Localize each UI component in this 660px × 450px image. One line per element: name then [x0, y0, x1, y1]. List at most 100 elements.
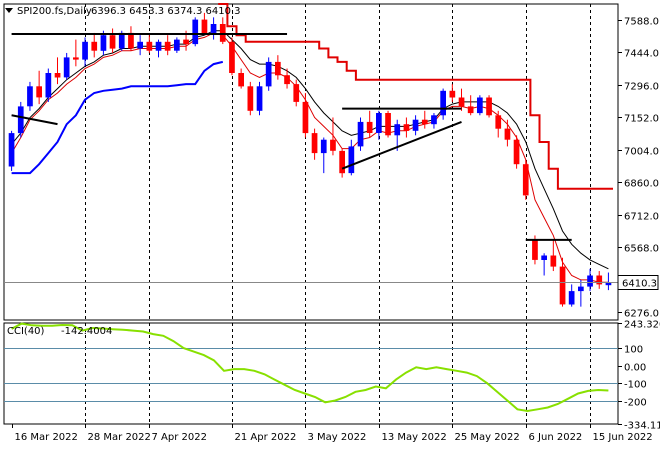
candle-body — [91, 41, 98, 51]
slow-ma-line — [11, 30, 609, 270]
candle-body — [320, 139, 327, 154]
candlesticks — [8, 12, 612, 307]
candle-body — [183, 39, 189, 45]
candle-body — [311, 133, 318, 154]
chart-collapse-icon[interactable] — [5, 8, 13, 13]
trendlines — [11, 33, 572, 241]
candle-body — [27, 86, 33, 107]
candle-body — [210, 24, 217, 33]
candle-body — [605, 282, 612, 286]
candle-body — [201, 19, 208, 33]
candle-body — [302, 101, 309, 134]
date-axis-label: 13 May 2022 — [382, 432, 447, 443]
candle-body — [587, 275, 593, 287]
candle-body — [164, 41, 171, 51]
date-axis: 16 Mar 2022 28 Mar 2022 7 Apr 2022 21 Apr 2… — [12, 424, 653, 443]
date-axis-label: 21 Apr 2022 — [235, 432, 297, 443]
price-axis-label: 7444.0 — [624, 49, 659, 60]
price-axis-label: 7004.0 — [624, 147, 659, 158]
candle-body — [495, 115, 502, 129]
date-axis-label: 7 Apr 2022 — [152, 432, 207, 443]
cci-axis: 243.3203 100 0.00 -100 -200 -334.110 — [618, 320, 660, 432]
candle-body — [522, 164, 529, 196]
candle-body — [366, 121, 373, 133]
fast-ma-line — [11, 32, 609, 283]
candle-body — [247, 86, 254, 111]
cci-axis-label: -100 — [624, 380, 647, 391]
candle-body — [486, 97, 492, 116]
cci-axis-label: 243.3203 — [624, 320, 660, 331]
candle-body — [513, 139, 520, 165]
candle-body — [128, 32, 134, 49]
candle-body — [73, 57, 79, 60]
candle-body — [541, 255, 547, 260]
price-axis-label: 6712.0 — [624, 212, 659, 223]
price-axis-label: 7296.0 — [624, 82, 659, 93]
candle-body — [174, 39, 180, 51]
cci-title: CCI(40) — [7, 326, 45, 337]
candle-body — [275, 61, 281, 76]
current-price-label: 6410.3 — [622, 279, 657, 290]
candle-body — [256, 86, 263, 111]
candle-body — [357, 121, 364, 147]
price-axis-label: 7152.0 — [624, 114, 659, 125]
price-axis: 7588.0 7444.0 7296.0 7152.0 7004.0 6860.0 6712… — [618, 17, 659, 320]
resistance-band-line — [218, 3, 613, 190]
price-axis-label: 7588.0 — [624, 17, 659, 28]
cci-axis-label: 100 — [624, 345, 643, 356]
candle-body — [155, 41, 162, 51]
candle-body — [440, 90, 446, 116]
candle-body — [421, 119, 428, 125]
candle-body — [477, 97, 483, 114]
candle-body — [330, 139, 336, 151]
candle-body — [63, 57, 70, 78]
candle-body — [82, 41, 88, 60]
date-axis-label: 28 Mar 2022 — [88, 432, 151, 443]
chart-header: SPI200.fs,Daily 6396.3 6453.3 6374.3 641… — [5, 6, 241, 17]
candle-body — [568, 291, 575, 305]
candle-body — [376, 113, 382, 133]
date-axis-label: 6 Jun 2022 — [529, 432, 583, 443]
candle-body — [265, 61, 272, 87]
candle-body — [219, 24, 226, 42]
date-axis-label: 25 May 2022 — [455, 432, 520, 443]
cci-pane-background — [3, 322, 619, 425]
date-axis-label: 3 May 2022 — [308, 432, 367, 443]
cci-pane: 243.3203 100 0.00 -100 -200 -334.110 — [3, 320, 660, 432]
price-pane: 7588.0 7444.0 7296.0 7152.0 7004.0 6860.0 6712… — [3, 3, 659, 321]
cci-header: CCI(40) -142.4004 — [7, 326, 112, 337]
candle-body — [412, 119, 419, 131]
date-axis-label: 15 Jun 2022 — [593, 432, 653, 443]
trendline[interactable] — [341, 121, 462, 170]
candle-body — [293, 84, 300, 102]
candle-body — [339, 150, 345, 174]
price-axis-label: 6276.0 — [624, 309, 659, 320]
candle-body — [550, 255, 557, 267]
trendline[interactable] — [11, 114, 58, 126]
candle-body — [118, 32, 125, 49]
candle-body — [238, 73, 244, 87]
candle-body — [8, 133, 15, 167]
candle-body — [449, 90, 456, 98]
candle-body — [504, 128, 511, 140]
candle-body — [431, 115, 437, 125]
current-price-tag: 6410.3 — [4, 275, 659, 290]
candle-body — [54, 73, 61, 78]
candle-body — [596, 275, 603, 285]
date-axis-label: 16 Mar 2022 — [15, 432, 78, 443]
cci-axis-label: 0.00 — [624, 363, 646, 374]
candle-body — [146, 41, 153, 51]
candle-body — [137, 41, 143, 49]
candle-body — [284, 75, 290, 85]
candle-body — [458, 97, 465, 107]
cci-line — [11, 322, 609, 413]
candle-body — [559, 266, 566, 305]
candle-body — [348, 146, 355, 174]
cci-value: -142.4004 — [61, 326, 112, 337]
candle-body — [45, 73, 52, 98]
candle-body — [109, 35, 116, 49]
candle-body — [532, 239, 538, 260]
candle-body — [100, 35, 107, 51]
current-price-box — [617, 275, 659, 290]
